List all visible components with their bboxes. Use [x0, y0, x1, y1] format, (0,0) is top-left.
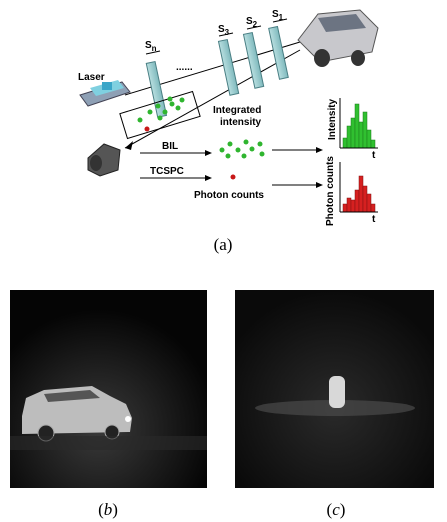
image-b	[10, 290, 207, 488]
panel-a: Laser Sn S3 S2 S1 ......	[78, 9, 378, 254]
hist-counts	[340, 162, 378, 212]
hist-x-label: t	[372, 150, 376, 161]
filter-label: Sn	[145, 40, 157, 53]
car-icon	[298, 10, 378, 67]
figure-page: Laser Sn S3 S2 S1 ......	[0, 0, 447, 522]
caption-letter: b	[104, 500, 113, 519]
ground	[10, 436, 207, 450]
caption-b: (b)	[98, 500, 118, 519]
tcspc-photon	[231, 175, 236, 180]
hist-x-label: t	[372, 214, 376, 225]
arrow-head	[125, 141, 133, 150]
laser-label: Laser	[78, 72, 105, 83]
bil-label: BIL	[162, 141, 178, 152]
integrated-label: Integrated	[213, 105, 261, 116]
hist-intensity	[340, 98, 378, 148]
figure: Laser Sn S3 S2 S1 ......	[0, 0, 447, 522]
filters	[146, 27, 288, 118]
paren: )	[112, 500, 118, 519]
caption-a: (a)	[214, 235, 233, 254]
bil-photons	[220, 140, 265, 159]
laser-icon	[80, 80, 130, 106]
filter-sub: 3	[225, 28, 230, 37]
filter-arrows	[146, 19, 287, 54]
hist-y-label: Photon counts	[325, 156, 336, 226]
integrated-label: intensity	[220, 117, 262, 128]
photon-counts-label: Photon counts	[194, 190, 264, 201]
person-glow	[329, 376, 345, 408]
dots: ......	[176, 62, 193, 73]
hist-y-label: Intensity	[327, 98, 338, 140]
camera-icon	[88, 144, 120, 176]
panel-b: (b)	[10, 290, 207, 519]
tcspc-label: TCSPC	[150, 166, 184, 177]
return-photon-red	[145, 127, 150, 132]
paren: )	[340, 500, 346, 519]
panel-c: (c)	[235, 290, 434, 519]
caption-c: (c)	[327, 500, 346, 519]
